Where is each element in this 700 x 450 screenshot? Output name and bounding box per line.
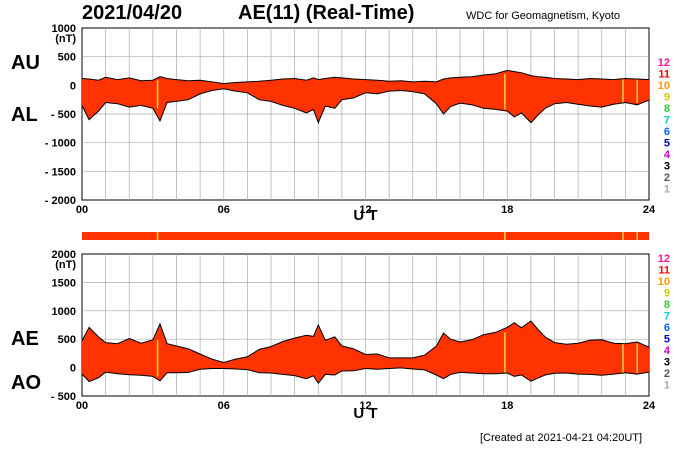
panel-0 [81, 27, 650, 201]
ao-label: AO [11, 372, 41, 394]
created-timestamp: [Created at 2021-04-21 04:20UT] [480, 432, 643, 444]
legend-entry: 12 [658, 57, 670, 69]
legend-entry: 1 [664, 184, 670, 196]
y-unit-label: (nT) [55, 259, 76, 271]
legend-entry: 12 [658, 253, 670, 265]
legend-entry: 7 [664, 115, 670, 127]
x-tick-label: 18 [501, 400, 513, 412]
x-axis-label: U T [353, 405, 377, 422]
x-tick-label: 00 [76, 204, 88, 216]
legend-entry: 4 [664, 149, 671, 161]
legend-entry: 4 [664, 345, 671, 357]
legend-entry: 5 [664, 334, 670, 346]
x-tick-label: 18 [501, 204, 513, 216]
y-tick-label: - 500 [51, 109, 76, 121]
y-tick-label: - 1000 [45, 138, 76, 150]
ae-label: AE [11, 328, 39, 350]
y-tick-label: 2000 [52, 249, 76, 261]
y-tick-label: 1500 [52, 277, 76, 289]
x-tick-label: 24 [643, 204, 656, 216]
x-axis-label: U T [353, 207, 377, 224]
y-tick-label: - 500 [51, 391, 76, 403]
al-label: AL [11, 104, 38, 126]
legend-entry: 2 [664, 172, 670, 184]
series-band-au-al [82, 70, 649, 123]
series-line-al [81, 88, 650, 124]
y-tick-label: - 2000 [45, 195, 76, 207]
legend-entry: 10 [658, 276, 670, 288]
series-line-ae [81, 320, 650, 364]
legend-entry: 5 [664, 138, 670, 150]
x-tick-label: 00 [76, 400, 88, 412]
x-tick-label: 12 [359, 400, 371, 412]
legend-entry: 8 [664, 299, 670, 311]
legend-entry: 3 [664, 357, 670, 369]
series-band-ae-ao [82, 321, 649, 384]
date-label: 2021/04/20 [82, 2, 183, 24]
series-line-ao [81, 367, 650, 385]
legend-entry: 11 [658, 265, 670, 277]
legend-entry: 6 [664, 126, 670, 138]
legend-entry: 10 [658, 80, 670, 92]
y-tick-label: 500 [58, 334, 76, 346]
legend-entry: 3 [664, 161, 670, 173]
y-unit-label: (nT) [55, 33, 76, 45]
legend-entry: 8 [664, 103, 670, 115]
legend-entry: 9 [664, 288, 670, 300]
y-tick-label: 1000 [52, 306, 76, 318]
chart-title: AE(11) (Real-Time) [238, 2, 415, 24]
legend-entry: 11 [658, 69, 670, 81]
au-label: AU [11, 52, 40, 74]
hour-coverage-strip [82, 232, 649, 240]
y-tick-label: 0 [70, 80, 76, 92]
y-tick-label: - 1500 [45, 166, 76, 178]
y-tick-label: 500 [58, 52, 76, 64]
legend-entry: 9 [664, 92, 670, 104]
y-tick-label: 1000 [52, 23, 76, 35]
legend-entry: 6 [664, 322, 670, 334]
x-tick-label: 06 [218, 400, 230, 412]
x-tick-label: 12 [359, 204, 371, 216]
x-tick-label: 06 [218, 204, 230, 216]
panel-1 [81, 253, 650, 397]
legend-entry: 2 [664, 368, 670, 380]
legend-entry: 1 [664, 380, 670, 392]
legend-entry: 7 [664, 311, 670, 323]
y-tick-label: 0 [70, 363, 76, 375]
organization-label: WDC for Geomagnetism, Kyoto [466, 10, 621, 22]
x-tick-label: 24 [643, 400, 656, 412]
series-line-au [81, 69, 650, 85]
